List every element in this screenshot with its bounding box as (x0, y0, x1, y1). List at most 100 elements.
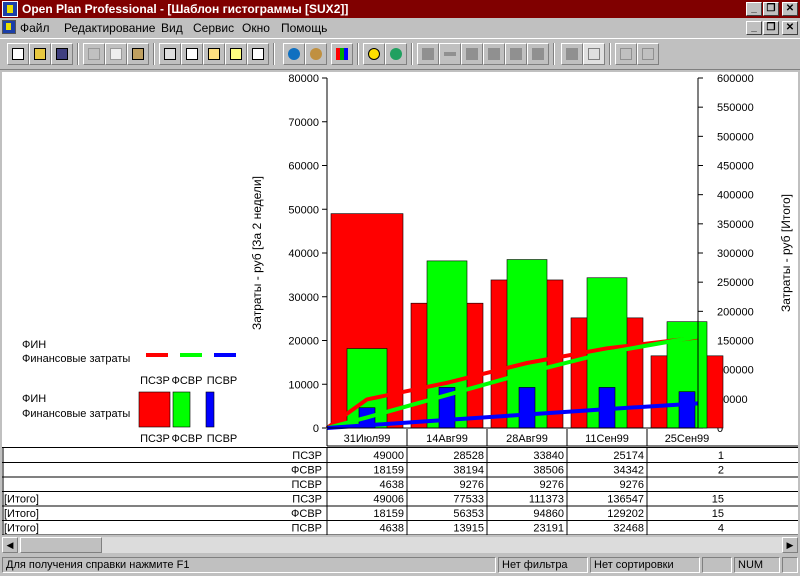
horizontal-scrollbar[interactable]: ◀ ▶ (2, 537, 798, 553)
right-tick-label: 350000 (717, 219, 754, 231)
left-tick-label: 20000 (288, 336, 319, 348)
grid-row-series: ПСЗР (292, 494, 322, 506)
left-tick-label: 50000 (288, 204, 319, 216)
expand-icon[interactable] (615, 43, 637, 65)
grid-cell: 49006 (373, 494, 404, 506)
menu-tools[interactable]: Сервис (193, 21, 235, 35)
grid-cell: 18159 (373, 465, 404, 477)
minimize-button[interactable]: _ (746, 2, 762, 16)
grid-cell: 111373 (529, 494, 564, 506)
left-tick-label: 0 (313, 423, 319, 435)
clock-icon[interactable] (363, 43, 385, 65)
right-tick-label: 0 (717, 423, 723, 435)
help-icon[interactable] (225, 43, 247, 65)
right-tick-label: 400000 (717, 190, 754, 202)
new-document-icon[interactable] (7, 43, 29, 65)
legend-bar-swatch-ПСЗР (138, 391, 171, 428)
legend-line-title: ФИН (22, 339, 46, 351)
grid-cell: 4638 (380, 479, 404, 491)
save-icon[interactable] (51, 43, 73, 65)
left-axis-title: Затраты - руб [За 2 недели] (250, 176, 264, 330)
globe-icon[interactable] (283, 43, 305, 65)
menu-view[interactable]: Вид (161, 21, 183, 35)
right-tick-label: 150000 (717, 336, 754, 348)
left-tick-label: 60000 (288, 161, 319, 173)
status-bar: Для получения справки нажмите F1 Нет фил… (0, 555, 800, 576)
status-help-text: Для получения справки нажмите F1 (2, 557, 496, 573)
legend-bar-swatch-ФСВР (172, 391, 191, 428)
print-icon[interactable] (159, 43, 181, 65)
collapse-icon[interactable] (637, 43, 659, 65)
app-icon[interactable] (2, 1, 18, 17)
histogram-chart[interactable]: 80000 70000 60000 50000 40000 30000 20000 10000… (2, 72, 798, 447)
close-button[interactable]: ✕ (782, 2, 798, 16)
histogram-icon[interactable] (331, 43, 353, 65)
print-preview-icon[interactable] (181, 43, 203, 65)
right-tick-label: 600000 (717, 73, 754, 85)
copy-icon[interactable] (105, 43, 127, 65)
grid-cell: 38506 (533, 465, 564, 477)
doc-close-button[interactable]: ✕ (782, 21, 798, 35)
cumulative-line-ФСВР (326, 334, 699, 430)
status-empty-pane (702, 557, 732, 573)
date-header-label: 11Сен99 (585, 433, 629, 445)
outdent-icon[interactable] (483, 43, 505, 65)
open-folder-icon[interactable] (29, 43, 51, 65)
left-tick-label: 40000 (288, 248, 319, 260)
add-icon[interactable] (417, 43, 439, 65)
move-up-icon[interactable] (527, 43, 549, 65)
toolbar-separator (553, 43, 555, 65)
legend-bar-label: Финансовые затраты (22, 408, 130, 420)
export-icon[interactable] (203, 43, 225, 65)
move-down-icon[interactable] (505, 43, 527, 65)
grid-cell: 49000 (373, 450, 404, 462)
context-help-icon[interactable] (247, 43, 269, 65)
toolbar-separator (273, 43, 275, 65)
scroll-right-icon[interactable]: ▶ (782, 537, 798, 553)
remove-icon[interactable] (439, 43, 461, 65)
grid-cell: 4 (718, 523, 724, 535)
legend-bar-bottom-label: ПСЗР (140, 433, 170, 445)
bar-ПСВР (518, 387, 536, 429)
menu-window[interactable]: Окно (242, 21, 270, 35)
left-tick-label: 10000 (288, 379, 319, 391)
scroll-thumb[interactable] (20, 537, 102, 553)
menu-edit[interactable]: Редактирование (64, 21, 156, 35)
paste-icon[interactable] (127, 43, 149, 65)
menu-bar: Файл Редактирование Вид Сервис Окно Помо… (0, 18, 800, 37)
cut-icon[interactable] (83, 43, 105, 65)
grid-cell: 9276 (540, 479, 564, 491)
right-axis-title: Затраты - руб [Итого] (779, 194, 793, 312)
legend-bar-swatch-ПСВР (205, 391, 215, 428)
maximize-button[interactable]: ❐ (763, 2, 779, 16)
grid-cell: 9276 (620, 479, 644, 491)
grid-row-series: ФСВР (291, 508, 322, 520)
title-bar: Open Plan Professional - [Шаблон гистогр… (0, 0, 800, 18)
toolbar-separator (609, 43, 611, 65)
grid-cell: 15 (712, 494, 724, 506)
document-icon[interactable] (2, 20, 16, 34)
scroll-left-icon[interactable]: ◀ (2, 537, 18, 553)
grid-row-series: ПСВР (291, 479, 322, 491)
zoom-icon[interactable] (561, 43, 583, 65)
doc-minimize-button[interactable]: _ (746, 21, 762, 35)
doc-restore-button[interactable]: ❐ (763, 21, 779, 35)
menu-help[interactable]: Помощь (281, 21, 328, 35)
grid-cell: 9276 (460, 479, 484, 491)
grid-icon[interactable] (583, 43, 605, 65)
status-sort: Нет сортировки (590, 557, 700, 573)
left-tick-label: 70000 (288, 117, 319, 129)
status-num: NUM (734, 557, 780, 573)
grid-cell: 28528 (453, 450, 484, 462)
left-tick-label: 30000 (288, 292, 319, 304)
menu-file[interactable]: Файл (20, 21, 50, 35)
filter-icon[interactable] (385, 43, 407, 65)
grid-cell: 15 (712, 508, 724, 520)
moon-icon[interactable] (305, 43, 327, 65)
indent-icon[interactable] (461, 43, 483, 65)
grid-svg: ПСЗР 49000 28528 33840 25174 1 ФСВР 18159 38194 3… (2, 447, 798, 535)
grid-cell: 34342 (613, 465, 644, 477)
data-grid[interactable]: ПСЗР 49000 28528 33840 25174 1 ФСВР 18159 38194 3… (2, 447, 798, 535)
date-header-label: 14Авг99 (426, 433, 468, 445)
right-tick-label: 250000 (717, 277, 754, 289)
